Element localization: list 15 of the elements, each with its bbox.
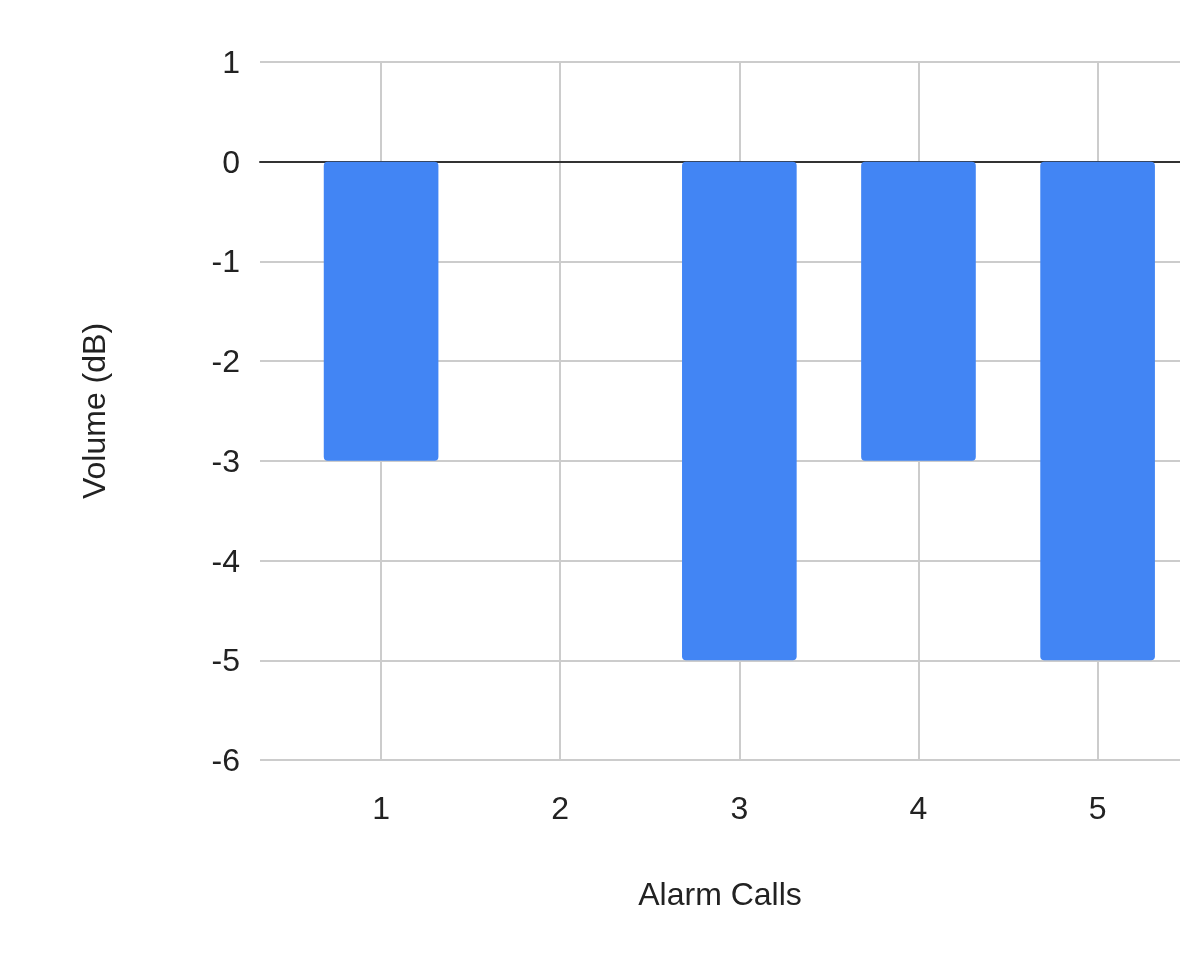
x-axis-title: Alarm Calls [638,876,802,912]
y-tick-label: -1 [211,243,240,280]
y-tick-label: -3 [211,442,240,479]
x-tick-label: 1 [372,790,390,826]
y-tick-label: 0 [222,143,240,180]
x-tick-label: 2 [551,790,570,826]
x-tick-label: 4 [909,790,928,826]
y-tick-label: -6 [211,742,240,778]
y-tick-label: -2 [211,343,240,380]
x-tick-label: 3 [730,790,749,826]
y-tick-label: -4 [211,542,240,579]
x-tick-label: 5 [1088,790,1107,826]
y-axis-title: Volume (dB) [76,322,112,500]
y-tick-label: 1 [222,44,240,80]
y-tick-label: -5 [211,642,240,679]
